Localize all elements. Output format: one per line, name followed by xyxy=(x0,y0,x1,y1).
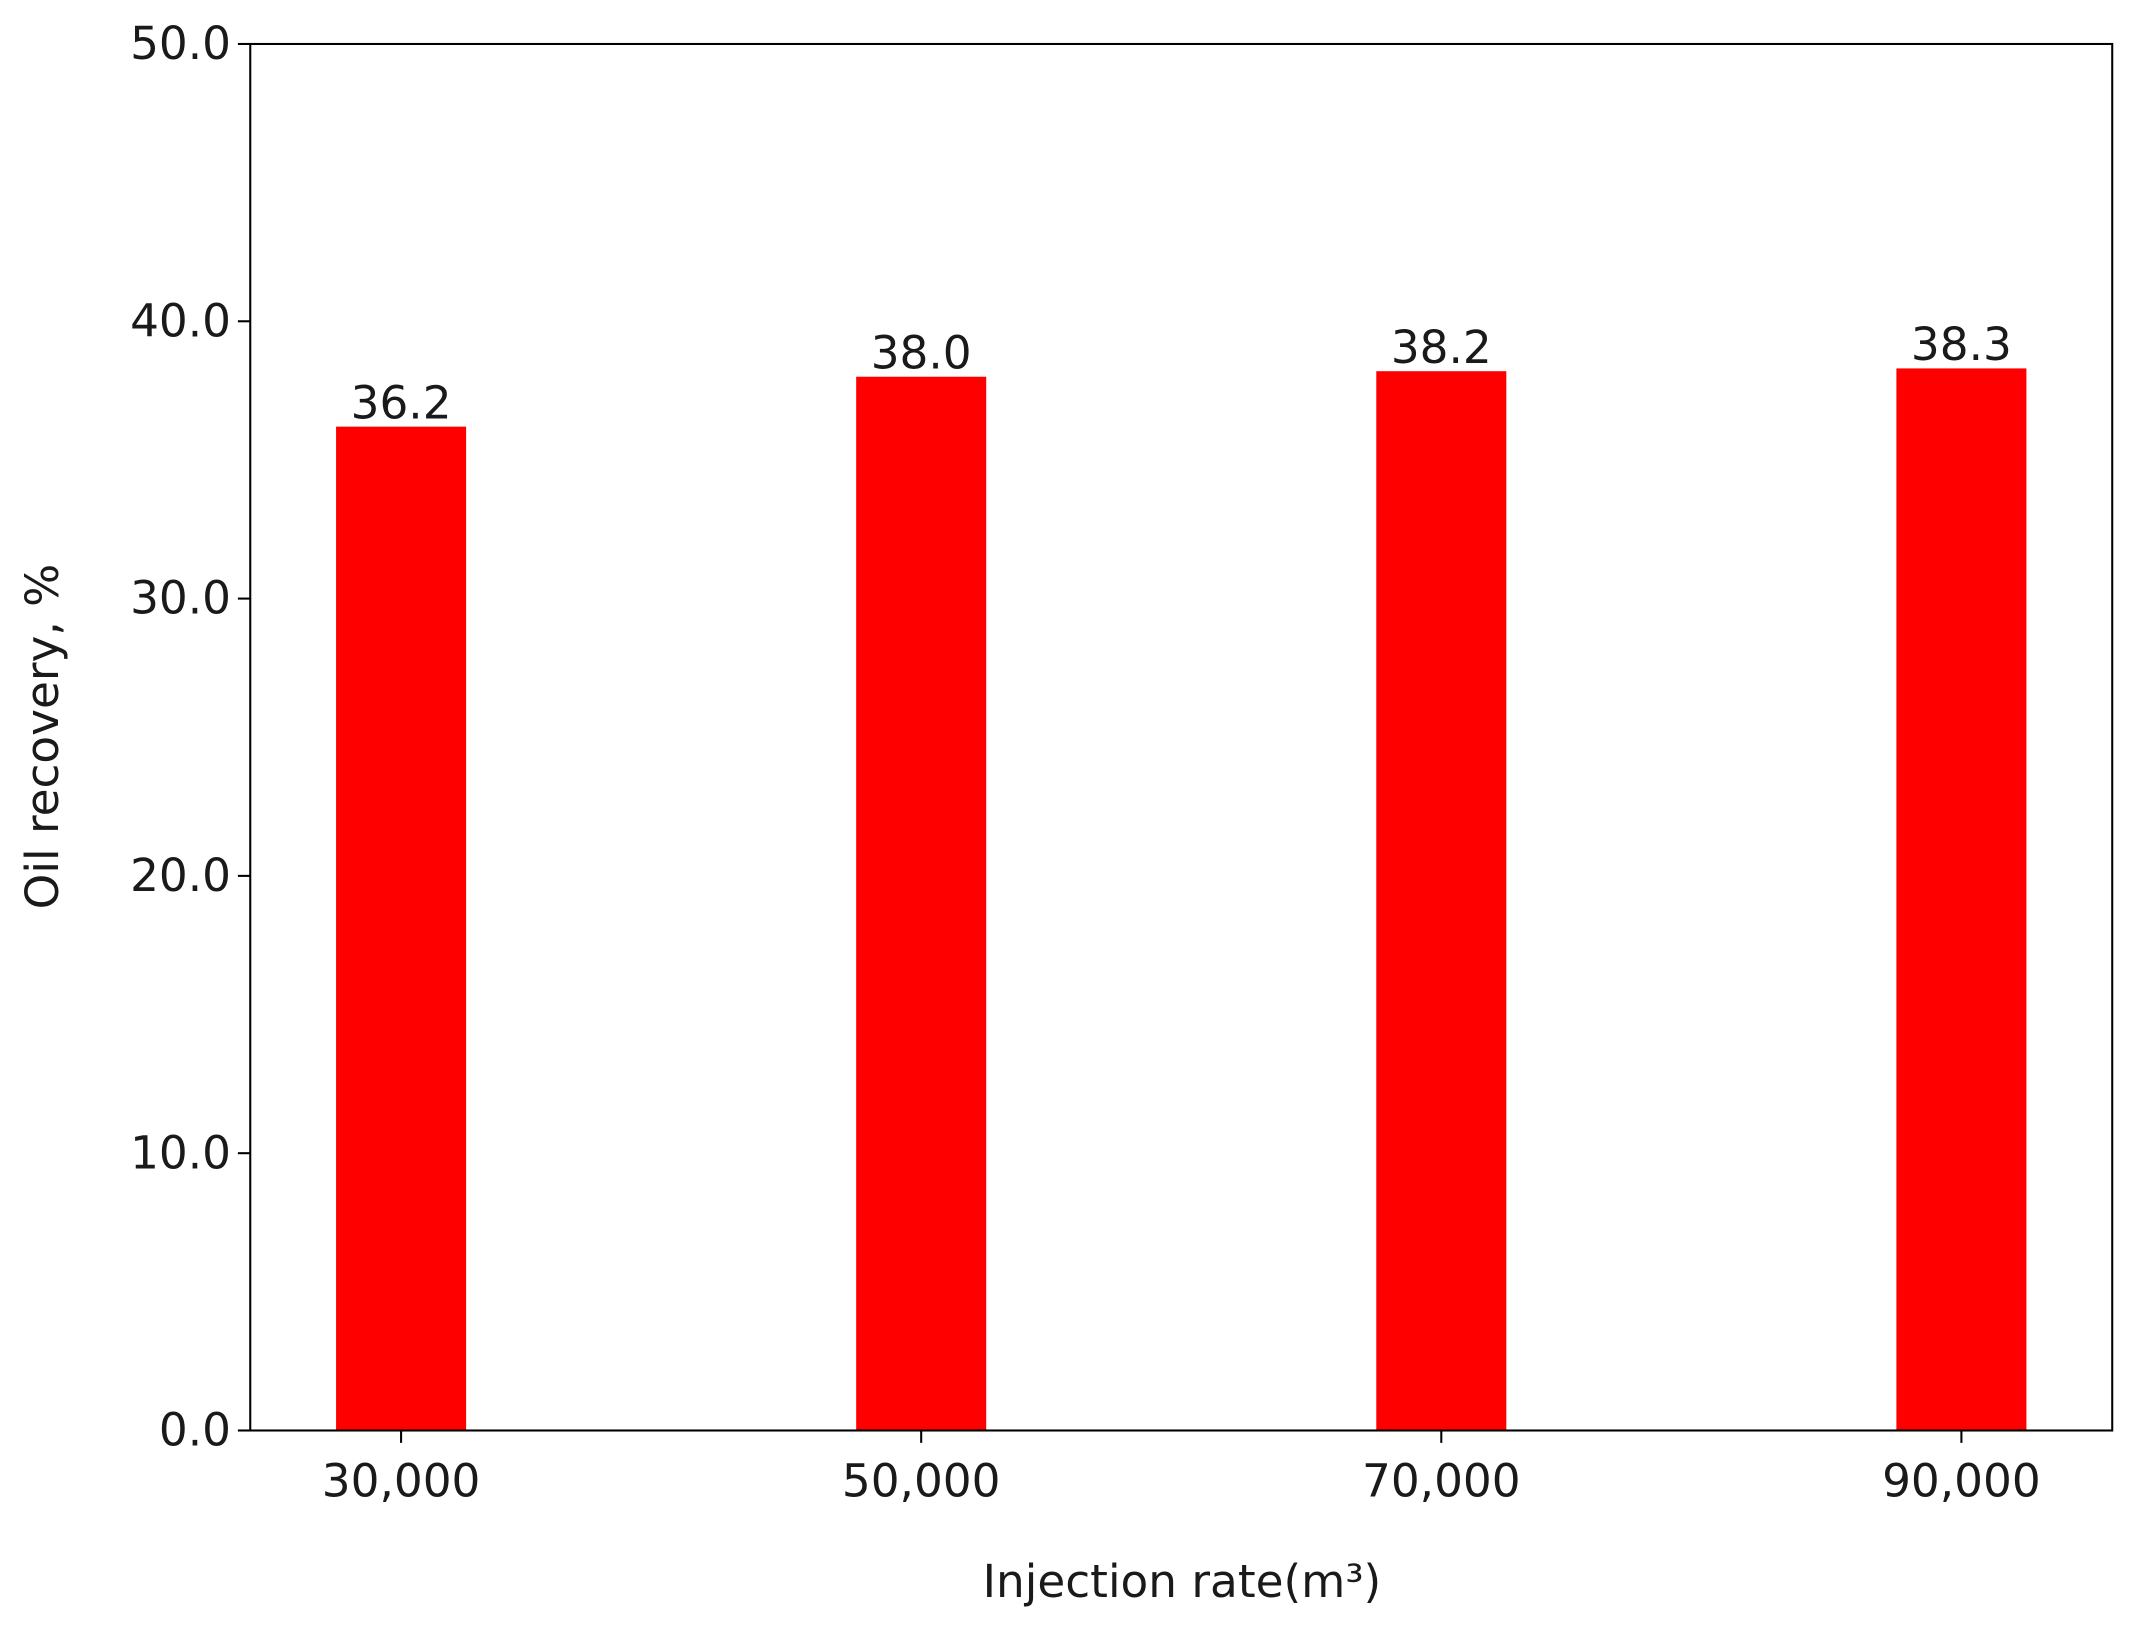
y-tick-label: 20.0 xyxy=(130,849,231,902)
bar xyxy=(1896,368,2027,1431)
bar xyxy=(856,376,987,1431)
x-tick-label: 30,000 xyxy=(322,1454,481,1507)
x-tick-label: 50,000 xyxy=(842,1454,1001,1507)
value-label: 38.2 xyxy=(1391,321,1492,374)
value-label: 36.2 xyxy=(351,376,452,429)
bar xyxy=(336,426,467,1431)
y-axis-label: Oil recovery, % xyxy=(16,564,69,910)
y-tick-label: 30.0 xyxy=(130,572,231,625)
x-tick-label: 90,000 xyxy=(1882,1454,2041,1507)
value-label: 38.3 xyxy=(1911,318,2012,371)
x-axis-label: Injection rate(m³) xyxy=(983,1555,1382,1608)
plot-frame xyxy=(249,42,2114,1432)
y-tick-label: 0.0 xyxy=(159,1404,231,1457)
y-tick-label: 40.0 xyxy=(130,294,231,347)
value-label: 38.0 xyxy=(871,326,972,379)
y-tick-label: 50.0 xyxy=(130,17,231,70)
y-tick-label: 10.0 xyxy=(130,1126,231,1179)
x-tick-label: 70,000 xyxy=(1362,1454,1521,1507)
bar xyxy=(1376,371,1507,1431)
